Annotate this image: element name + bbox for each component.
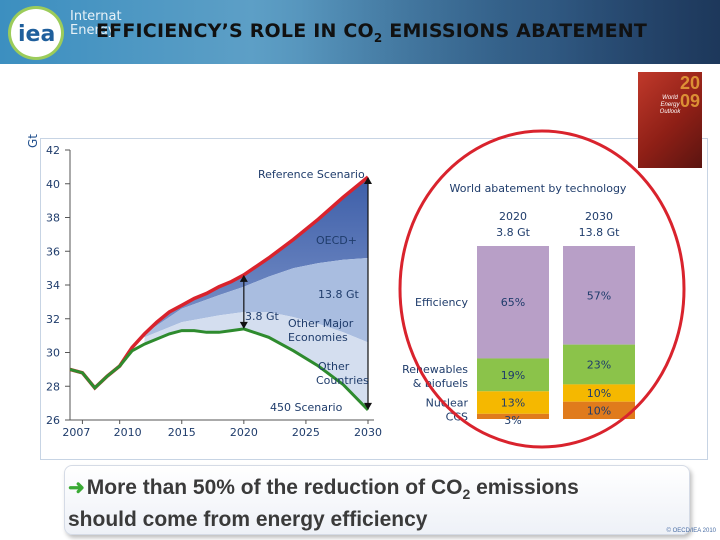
abatement-segment-label: 10%	[587, 387, 611, 400]
x-tick-label: 2015	[168, 426, 196, 439]
gap-2030-label: 13.8 Gt	[318, 288, 360, 301]
oecd-label: OECD+	[316, 234, 357, 247]
abatement-segment-label: 3%	[504, 414, 521, 427]
x-tick-label: 2025	[292, 426, 320, 439]
abatement-segment-label: 65%	[501, 296, 525, 309]
y-tick-label: 34	[46, 279, 60, 292]
x-tick-label: 2030	[354, 426, 382, 439]
abatement-category-label: Efficiency	[415, 296, 468, 309]
gap-2020-label: 3.8 Gt	[245, 310, 280, 323]
abatement-segment-label: 19%	[501, 369, 525, 382]
abatement-segment-label: 13%	[501, 397, 525, 410]
ome-label-1: Other Major	[288, 317, 354, 330]
abatement-category-label: Renewables	[402, 363, 468, 376]
abatement-segment	[477, 358, 549, 392]
chart-frame	[40, 138, 708, 460]
gap-arrow-head-bottom-2030	[364, 402, 372, 410]
y-tick-label: 28	[46, 380, 60, 393]
abatement-column-year: 2020	[499, 210, 527, 223]
y-tick-label: 40	[46, 178, 60, 191]
slide-title: EFFICIENCY’S ROLE IN CO2 EMISSIONS ABATE…	[96, 20, 648, 45]
abatement-segment	[563, 344, 635, 385]
abatement-segment	[563, 401, 635, 419]
x-axis: 2007 2010 2015 2020 2025 2030	[62, 419, 382, 439]
weo-book-year: 2009	[680, 73, 701, 111]
area-oecd-plus	[144, 177, 368, 334]
abatement-segment	[477, 391, 549, 414]
abatement-title: World abatement by technology	[450, 182, 627, 195]
weo-book-title: World Energy Outlook	[659, 95, 681, 115]
abatement-segment-label: 10%	[587, 404, 611, 417]
reference-scenario-label: Reference Scenario	[258, 168, 365, 181]
y-tick-label: 30	[46, 347, 60, 360]
gap-arrow-head-top-2030	[364, 177, 372, 184]
y-axis: 42 40 38 36 34 32 30 28 26	[46, 144, 71, 427]
y-tick-label: 32	[46, 313, 60, 326]
abatement-segment	[563, 384, 635, 402]
abatement-segment	[477, 246, 549, 359]
area-other-major-economies	[144, 258, 368, 343]
oc-label-2: Countries	[316, 374, 369, 387]
iea-logo-text: iea	[18, 22, 56, 47]
weo-book-cover	[638, 72, 702, 168]
scenario-450-label: 450 Scenario	[270, 401, 343, 414]
y-tick-label: 36	[46, 245, 60, 258]
abatement-gap-arrows	[239, 177, 372, 410]
abatement-column-total: 13.8 Gt	[579, 226, 621, 239]
iea-org-name: Internat Energy	[70, 9, 122, 38]
scenario-450-line	[69, 327, 370, 411]
area-other-countries	[144, 312, 368, 410]
abatement-category-label: Nuclear	[426, 397, 469, 410]
y-tick-label: 38	[46, 212, 60, 225]
copyright-footer: © OECD/IEA 2010	[666, 528, 716, 534]
x-tick-label: 2020	[230, 426, 258, 439]
arrow-right-icon: ➜	[68, 477, 85, 499]
abatement-segment-label: 23%	[587, 359, 611, 372]
gap-arrow-head-bottom-2020	[239, 321, 248, 329]
abatement-segment	[563, 246, 635, 345]
key-message-text: ➜More than 50% of the reduction of CO2 e…	[68, 476, 579, 532]
header-gradient-band	[300, 0, 720, 64]
iea-logo[interactable]	[8, 6, 64, 60]
abatement-segment-label: 57%	[587, 289, 611, 302]
ome-label-2: Economies	[288, 331, 348, 344]
y-tick-label: 42	[46, 144, 60, 157]
y-tick-label: 26	[46, 414, 60, 427]
abatement-category-label-2: & biofuels	[413, 377, 469, 390]
x-tick-label: 2007	[62, 426, 90, 439]
header-banner: iea Internat Energy EFFICIENCY’S ROLE IN …	[0, 0, 720, 64]
abatement-segment	[477, 413, 549, 419]
abatement-by-technology: World abatement by technology 2020 3.8 Gt 6…	[402, 182, 635, 427]
abatement-column-year: 2030	[585, 210, 613, 223]
abatement-column-total: 3.8 Gt	[496, 226, 531, 239]
oc-label-1: Other	[318, 360, 350, 373]
gap-arrow-head-top-2020	[239, 274, 248, 282]
key-message-callout	[64, 465, 690, 535]
x-tick-label: 2010	[114, 426, 142, 439]
highlight-ellipse	[398, 129, 686, 449]
